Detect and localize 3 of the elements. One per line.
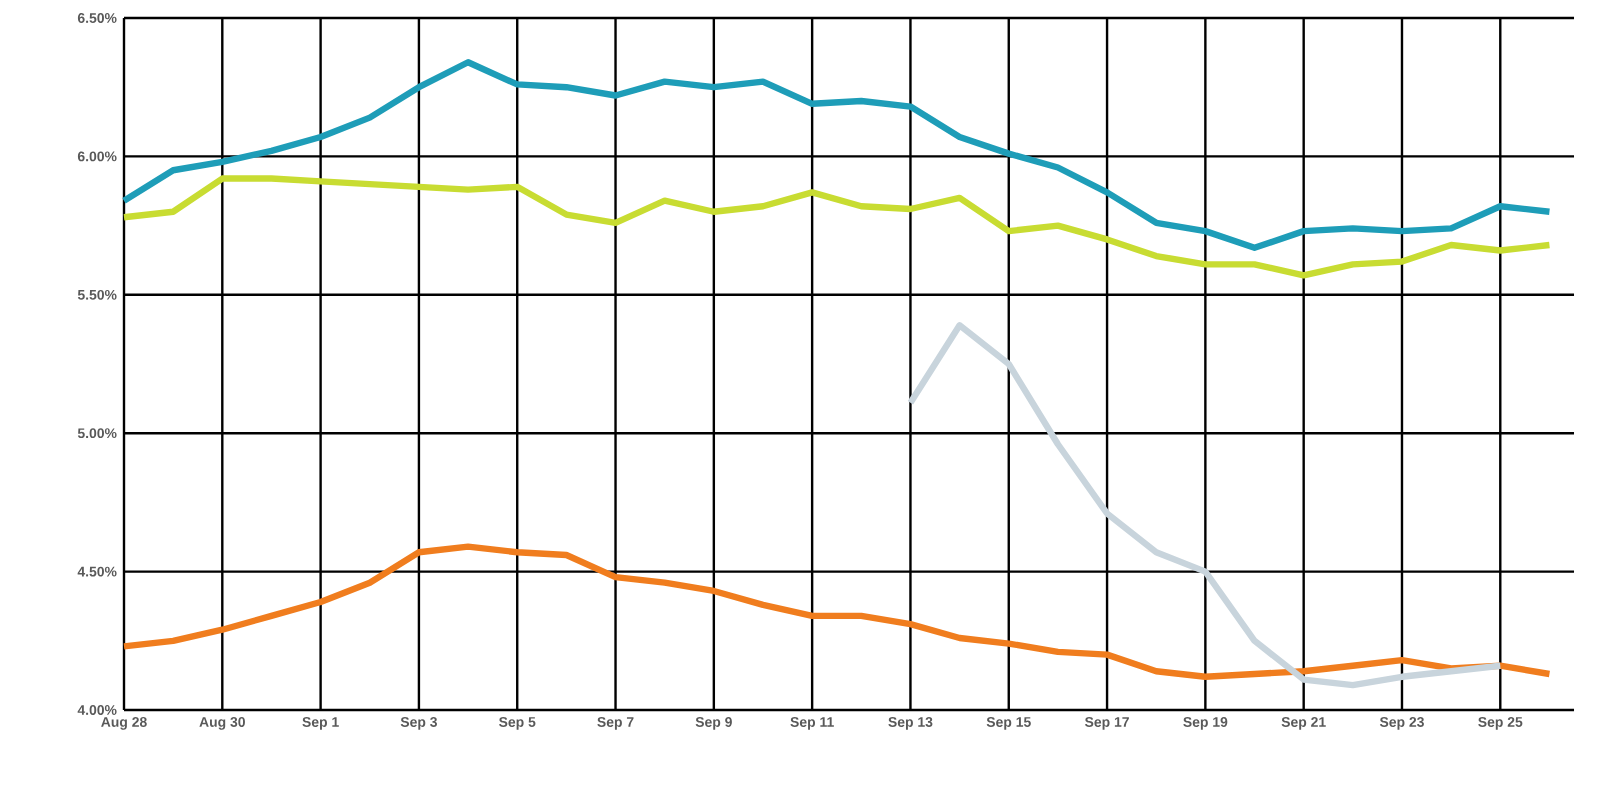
line-series [907, 322, 1504, 689]
line-series [120, 543, 1553, 680]
line-series [120, 59, 1553, 251]
